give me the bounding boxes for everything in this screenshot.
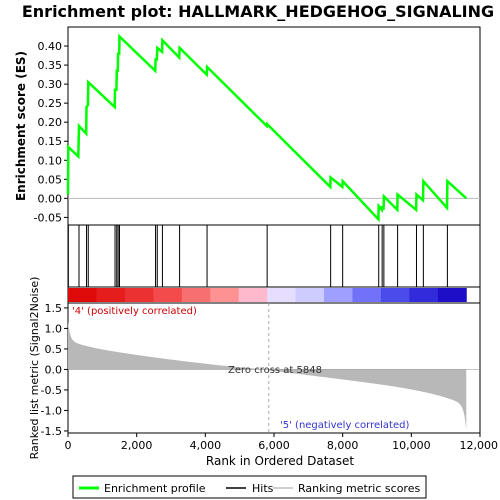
es-y-axis-label: Enrichment score (ES) [14,51,28,201]
es-y-ticks: -0.05 0.00 0.05 0.10 0.15 0.20 0.25 0.30 0.35 0.4… [34,40,68,224]
color-bar-segment [352,288,382,302]
metric-y-tick-label: -1.0 [41,404,62,417]
enrichment-profile-line [66,33,468,223]
metric-y-ticks: -1.5 -1.0 -0.5 0.0 0.5 1.0 1.5 [41,302,68,438]
color-bar-segment [324,288,353,302]
color-bar-segment [380,288,410,302]
x-axis-ticks: 0 2,000 4,000 6,000 8,000 10,000 12,000 [65,433,499,452]
x-tick-label: 0 [65,439,72,452]
x-axis-label: Rank in Ordered Dataset [206,454,354,468]
es-y-tick-label: 0.35 [38,59,63,72]
color-bar-segments [68,288,467,302]
positive-correlation-label: '4' (positively correlated) [72,306,197,317]
es-y-tick-label: 0.00 [38,192,63,205]
x-tick-label: 4,000 [190,439,222,452]
es-y-tick-label: 0.40 [38,40,63,53]
x-tick-label: 6,000 [258,439,290,452]
metric-y-tick-label: -0.5 [41,384,62,397]
legend-metric-label: Ranking metric scores [298,482,420,495]
x-tick-label: 8,000 [327,439,359,452]
legend-enrichment-label: Enrichment profile [104,482,206,495]
color-bar-segment [181,288,211,302]
chart-title: Enrichment plot: HALLMARK_HEDGEHOG_SIGNA… [22,2,494,21]
es-y-tick-label: 0.30 [38,78,63,91]
x-tick-label: 10,000 [392,439,431,452]
metric-y-tick-label: 1.0 [45,322,63,335]
color-bar-segment [210,288,240,302]
x-tick-label: 12,000 [460,439,499,452]
color-bar-segment [238,288,268,302]
es-y-tick-label: 0.10 [38,154,63,167]
color-bar-segment [409,288,439,302]
es-y-tick-label: 0.25 [38,97,63,110]
color-bar-segment [96,288,126,302]
ranking-metric-area [68,321,467,430]
legend-hits-label: Hits [252,482,274,495]
color-bar-segment [124,288,154,302]
metric-y-tick-label: 1.5 [45,302,63,315]
zero-cross-label: Zero cross at 5848 [228,365,322,376]
es-y-tick-label: -0.05 [34,211,62,224]
color-bar-segment [295,288,325,302]
es-y-tick-label: 0.15 [38,135,63,148]
metric-y-tick-label: 0.0 [45,363,63,376]
metric-y-tick-label: 0.5 [45,343,63,356]
rank-color-bar [67,286,481,304]
color-bar-segment [68,288,97,302]
color-bar-segment [153,288,183,302]
hits-panel-frame [67,224,481,288]
es-y-tick-label: 0.20 [38,116,63,129]
hit-lines [67,225,448,287]
x-tick-label: 2,000 [121,439,153,452]
legend-frame [72,475,427,499]
color-bar-segment [267,288,297,302]
metric-y-axis-label: Ranked list metric (Signal2Noise) [28,277,41,460]
hits-panel [67,224,481,288]
color-bar-segment [437,288,467,302]
es-panel-frame [67,26,481,226]
metric-y-tick-label: -1.5 [41,425,62,438]
metric-panel: -1.5 -1.0 -0.5 0.0 0.5 1.0 1.5 '4' (positively… [28,277,481,460]
negative-correlation-label: '5' (negatively correlated) [280,420,409,431]
legend: Enrichment profile Hits Ranking metric s… [72,475,427,499]
es-y-tick-label: 0.05 [38,173,63,186]
es-panel: -0.05 0.00 0.05 0.10 0.15 0.20 0.25 0.30 0.35 0.4… [14,26,481,226]
